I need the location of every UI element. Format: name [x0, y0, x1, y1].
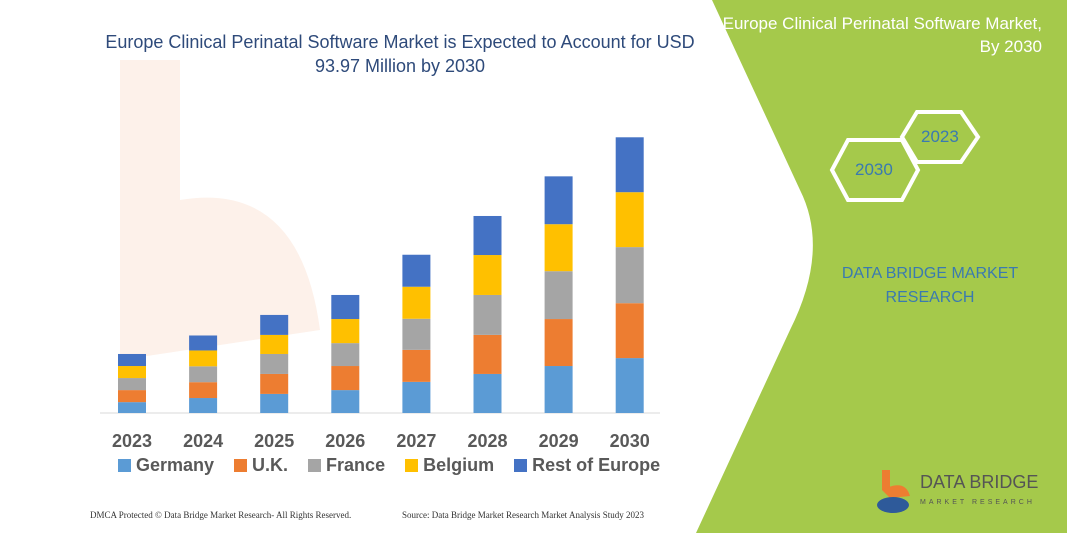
bar-segment-2027-rest-of-europe: [402, 254, 431, 287]
x-tick-label: 2028: [467, 431, 507, 451]
bar-segment-2026-rest-of-europe: [331, 294, 360, 320]
legend-label: Rest of Europe: [532, 455, 661, 475]
x-tick-label: 2030: [610, 431, 650, 451]
brand-line-2: RESEARCH: [885, 289, 975, 306]
bar-segment-2023-belgium: [118, 366, 146, 379]
bar-segment-2025-rest-of-europe: [260, 314, 289, 335]
bar-segment-2027-germany: [402, 381, 431, 413]
bar-segment-2028-u-k-: [473, 334, 502, 374]
bar-segment-2028-belgium: [473, 255, 502, 295]
bar-segment-2030-germany: [615, 358, 644, 413]
legend-label: Belgium: [423, 455, 495, 475]
footer-copyright: DMCA Protected © Data Bridge Market Rese…: [90, 510, 352, 520]
legend-label: France: [326, 455, 386, 475]
bar-segment-2029-germany: [544, 366, 573, 413]
legend-swatch: [118, 459, 131, 472]
hex-label-2023: 2023: [921, 127, 959, 146]
legend-label: U.K.: [252, 455, 289, 475]
stacked-bar-chart: 2023 2024 2025 2026 2027 2028 2029 2030: [100, 137, 660, 451]
bar-segment-2029-u-k-: [544, 319, 573, 367]
bar-segment-2029-belgium: [544, 224, 573, 272]
legend-item: Belgium: [405, 455, 494, 476]
bar-segment-2027-belgium: [402, 286, 431, 319]
watermark-logo-shape: [120, 60, 320, 360]
x-tick-label: 2029: [539, 431, 579, 451]
chart-title: Europe Clinical Perinatal Software Marke…: [105, 32, 695, 76]
legend-swatch: [514, 459, 528, 472]
bar-segment-2029-france: [544, 271, 573, 320]
legend-item: U.K.: [234, 455, 288, 476]
bar-segment-2028-rest-of-europe: [473, 215, 502, 256]
bar-segment-2025-belgium: [260, 334, 289, 354]
hex-label-2030: 2030: [855, 160, 893, 179]
panel-title: Europe Clinical Perinatal Software Marke…: [722, 14, 1042, 56]
x-tick-label: 2026: [325, 431, 365, 451]
brand-line-1: DATA BRIDGE MARKET: [841, 265, 1019, 282]
x-tick-label: 2024: [183, 431, 223, 451]
logo-icon: [877, 470, 910, 513]
legend-swatch: [405, 459, 419, 472]
bar-segment-2030-rest-of-europe: [615, 137, 644, 193]
legend: Germany U.K. France Belgium Rest of Europe: [118, 455, 660, 476]
bar-segment-2026-germany: [331, 390, 360, 413]
bar-segment-2025-u-k-: [260, 373, 289, 394]
bar-segment-2030-u-k-: [615, 303, 644, 359]
bar-segment-2028-germany: [473, 373, 502, 413]
x-tick-label: 2027: [396, 431, 436, 451]
bar-segment-2024-belgium: [189, 350, 218, 367]
bar-segment-2023-germany: [118, 402, 146, 413]
bar-segment-2024-rest-of-europe: [189, 335, 218, 351]
legend-label: Germany: [136, 455, 215, 475]
bar-segment-2023-rest-of-europe: [118, 353, 146, 367]
logo-text: DATA BRIDGE: [920, 472, 1039, 492]
legend-item: Rest of Europe: [514, 455, 660, 476]
bar-segment-2024-u-k-: [189, 382, 218, 399]
bar-segment-2024-germany: [189, 398, 218, 413]
bar-segment-2025-germany: [260, 393, 289, 413]
bar-segment-2026-france: [331, 343, 360, 367]
x-tick-label: 2023: [112, 431, 152, 451]
legend-swatch: [234, 459, 248, 472]
bar-segment-2030-belgium: [615, 192, 644, 248]
x-tick-label: 2025: [254, 431, 294, 451]
bar-segment-2027-u-k-: [402, 349, 431, 382]
bar-segment-2027-france: [402, 318, 431, 350]
legend-item: France: [308, 455, 385, 476]
logo-subtext: MARKET RESEARCH: [920, 499, 1035, 506]
bar-segment-2023-france: [118, 378, 146, 391]
footer-source: Source: Data Bridge Market Research Mark…: [402, 510, 644, 520]
legend-item: Germany: [118, 455, 214, 476]
bar-segment-2026-belgium: [331, 319, 360, 344]
bar-segment-2023-u-k-: [118, 390, 146, 403]
bar-segment-2025-france: [260, 353, 289, 374]
hexagon-2023: [899, 110, 981, 164]
bar-segment-2024-france: [189, 366, 218, 383]
bar-segment-2030-france: [615, 247, 644, 304]
bar-segment-2026-u-k-: [331, 366, 360, 391]
bar-segment-2029-rest-of-europe: [544, 176, 573, 225]
brand-text: DATA BRIDGE MARKET RESEARCH: [810, 262, 1050, 310]
legend-swatch: [308, 459, 322, 472]
bar-segment-2028-france: [473, 294, 502, 335]
